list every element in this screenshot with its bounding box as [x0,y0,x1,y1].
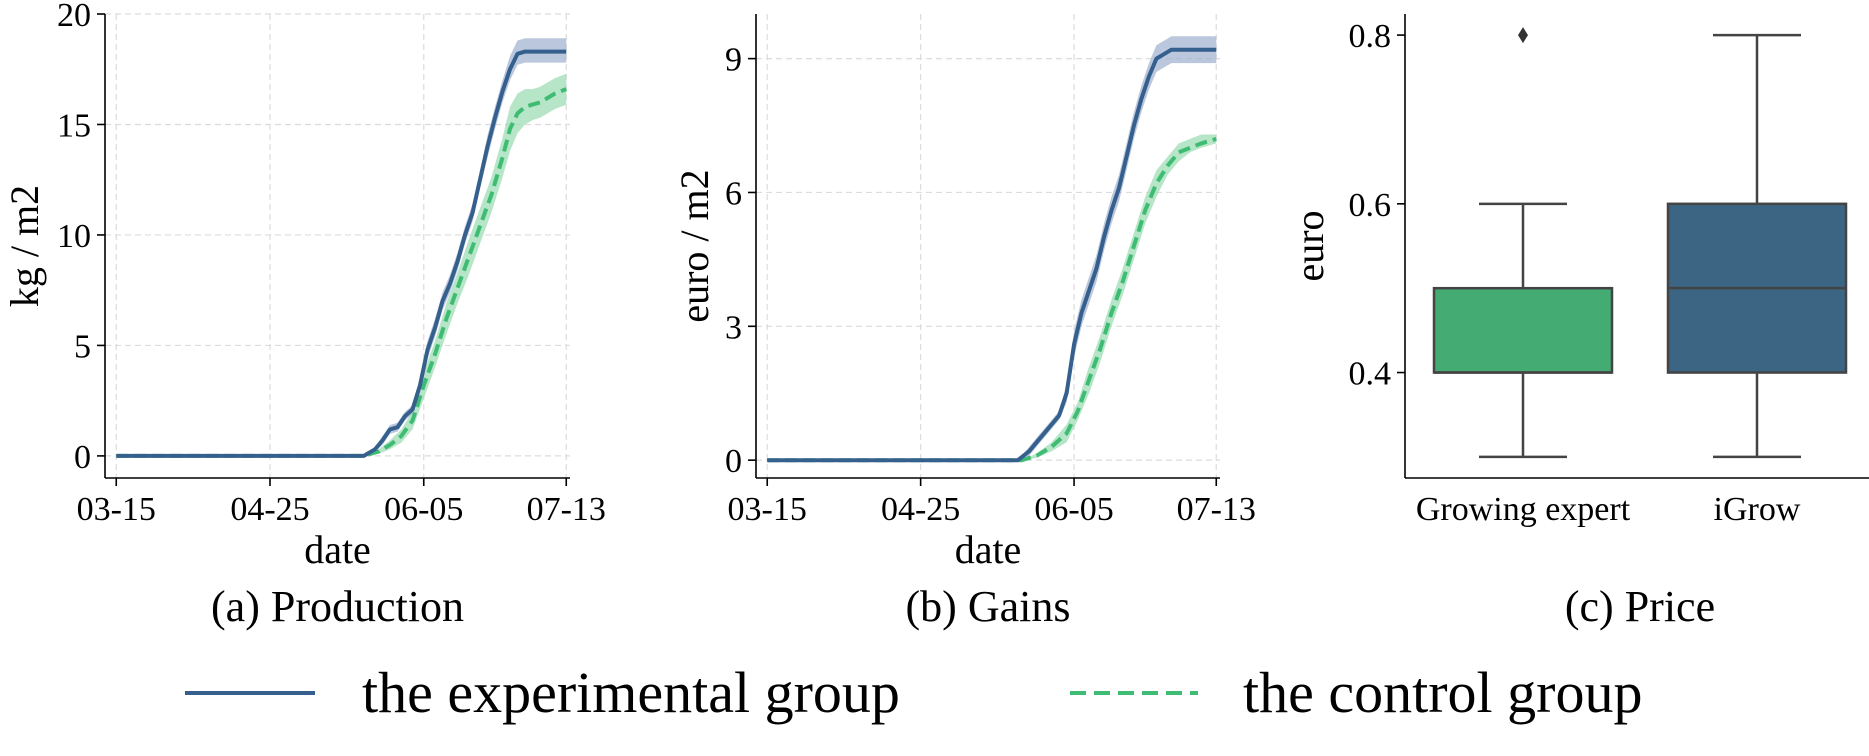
x-tick-label: 03-15 [728,491,807,528]
y-tick-label: 0.6 [1349,187,1392,224]
x-tick-label: 06-05 [384,491,463,528]
confidence-band-experimental [767,36,1217,461]
box-growing-expert [1432,286,1614,374]
panel-gains: 0 3 6 9 03-15 04-25 06-05 07-13 date euro / m2 (b)… [672,14,1256,631]
x-tick-label: 04-25 [230,491,309,528]
x-category-label: iGrow [1714,491,1801,528]
legend: the experimental group the control group [185,660,1642,725]
legend-experimental-label: the experimental group [362,660,900,725]
series-line-experimental [116,49,567,458]
x-tick-label: 04-25 [881,491,960,528]
legend-control-label: the control group [1243,660,1642,725]
x-tick-label: 06-05 [1034,491,1113,528]
panel-caption: (c) Price [1565,582,1715,631]
x-tick-label: 07-13 [527,491,606,528]
y-tick-label: 15 [57,107,91,144]
x-tick-label: 07-13 [1177,491,1256,528]
outlier-marker [1518,27,1528,44]
confidence-band-control [116,73,567,456]
y-tick-label: 0.8 [1349,18,1392,55]
series-line-experimental [767,47,1217,463]
y-tick-label: 3 [725,309,742,346]
series-line-control [116,87,568,458]
x-axis-title: date [955,527,1022,572]
y-axis-title: kg / m2 [2,185,47,307]
x-tick-label: 03-15 [77,491,156,528]
panel-caption: (b) Gains [906,582,1071,631]
y-tick-label: 0 [725,443,742,480]
x-category-label: Growing expert [1416,491,1631,528]
panel-price: Growing expert iGrow 0.4 0.6 0.8 euro (c) Pric… [1287,14,1869,631]
y-axis-title: euro / m2 [672,169,717,322]
y-tick-label: 5 [74,328,91,365]
series-line-control [767,136,1217,463]
y-axis-title: euro [1287,210,1332,281]
y-tick-label: 20 [57,0,91,34]
y-tick-label: 9 [725,42,742,79]
y-tick-label: 0.4 [1349,356,1392,393]
y-tick-label: 0 [74,439,91,476]
x-axis-title: date [304,527,371,572]
panel-production: 0 5 10 15 20 03-15 04-25 06-05 07-13 date kg / m2 (… [2,0,606,631]
y-tick-label: 10 [57,218,91,255]
confidence-band-control [767,134,1217,461]
panel-caption: (a) Production [211,582,464,631]
y-tick-label: 6 [725,175,742,212]
